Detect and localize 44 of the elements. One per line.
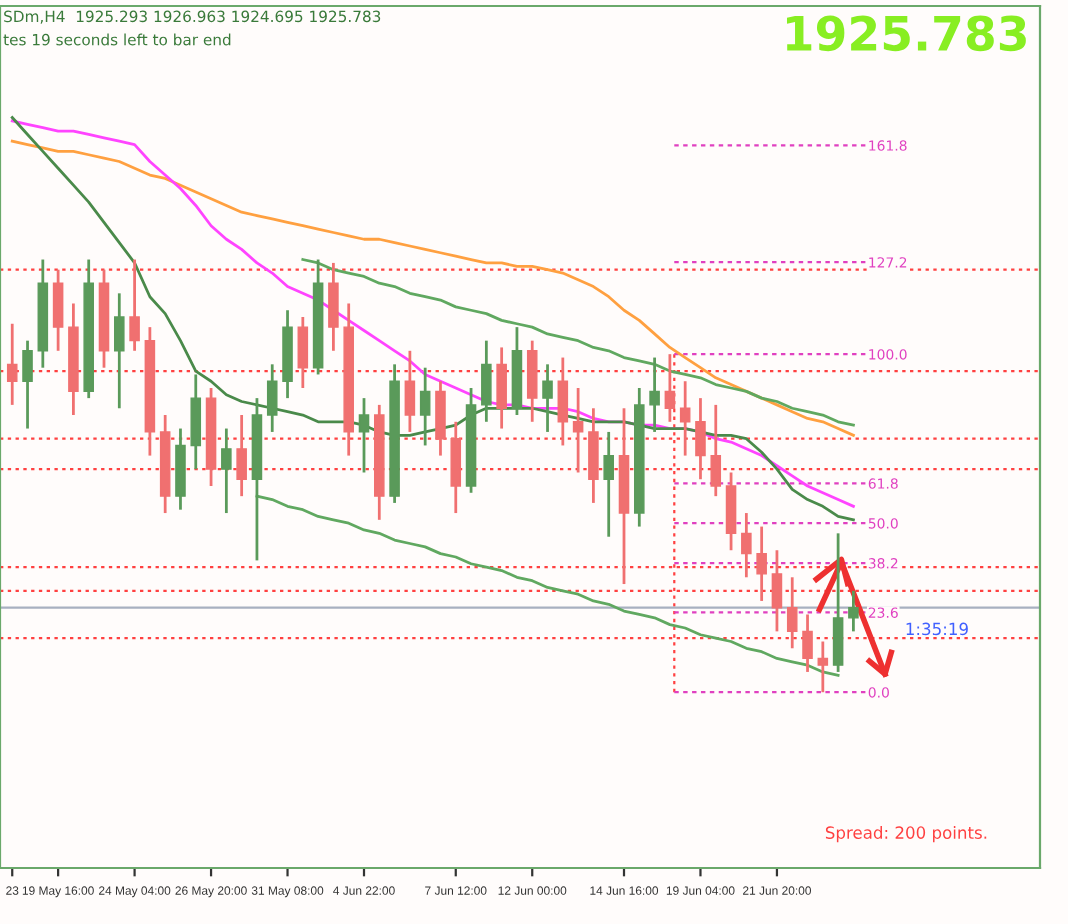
candlestick <box>450 420 462 515</box>
candlestick <box>649 356 660 434</box>
candlestick <box>679 379 691 457</box>
candlestick <box>266 362 278 434</box>
candlestick <box>328 261 339 353</box>
candlestick <box>419 366 431 447</box>
candlestick <box>52 268 64 353</box>
candlestick <box>129 258 140 353</box>
candlestick <box>817 640 829 694</box>
candlestick <box>542 362 553 434</box>
candlestick <box>832 531 844 674</box>
text: 1:35:19 <box>906 622 968 636</box>
annotation: Spread: 200 points. <box>825 826 987 843</box>
candlestick <box>603 430 614 539</box>
candlestick <box>725 471 737 552</box>
candlestick <box>435 379 446 457</box>
candlestick <box>481 339 492 424</box>
candlestick <box>664 352 676 424</box>
candlestick <box>802 613 813 674</box>
candlestick <box>358 396 370 474</box>
candlestick <box>6 322 18 407</box>
candlestick <box>771 548 783 633</box>
candlestick <box>236 413 247 498</box>
candlestick <box>297 315 309 390</box>
candlestick <box>710 403 722 498</box>
candlestick <box>588 406 599 505</box>
candlestick <box>221 427 232 515</box>
line-series <box>10 139 855 437</box>
candlestick <box>496 346 507 430</box>
candlestick <box>786 575 798 650</box>
candlestick <box>848 589 859 633</box>
candlestick <box>526 339 538 424</box>
annotation: 1925.783 <box>787 15 1026 52</box>
candlestick <box>756 525 767 603</box>
candlestick <box>190 373 202 471</box>
candlestick <box>695 396 706 481</box>
line-series <box>301 258 855 427</box>
candlestick <box>557 356 569 447</box>
candlestick <box>572 386 584 474</box>
candlestick <box>114 291 125 410</box>
candlestick <box>404 349 416 434</box>
candlestick <box>741 511 752 579</box>
candlestick <box>22 339 33 430</box>
line-series <box>255 494 840 677</box>
